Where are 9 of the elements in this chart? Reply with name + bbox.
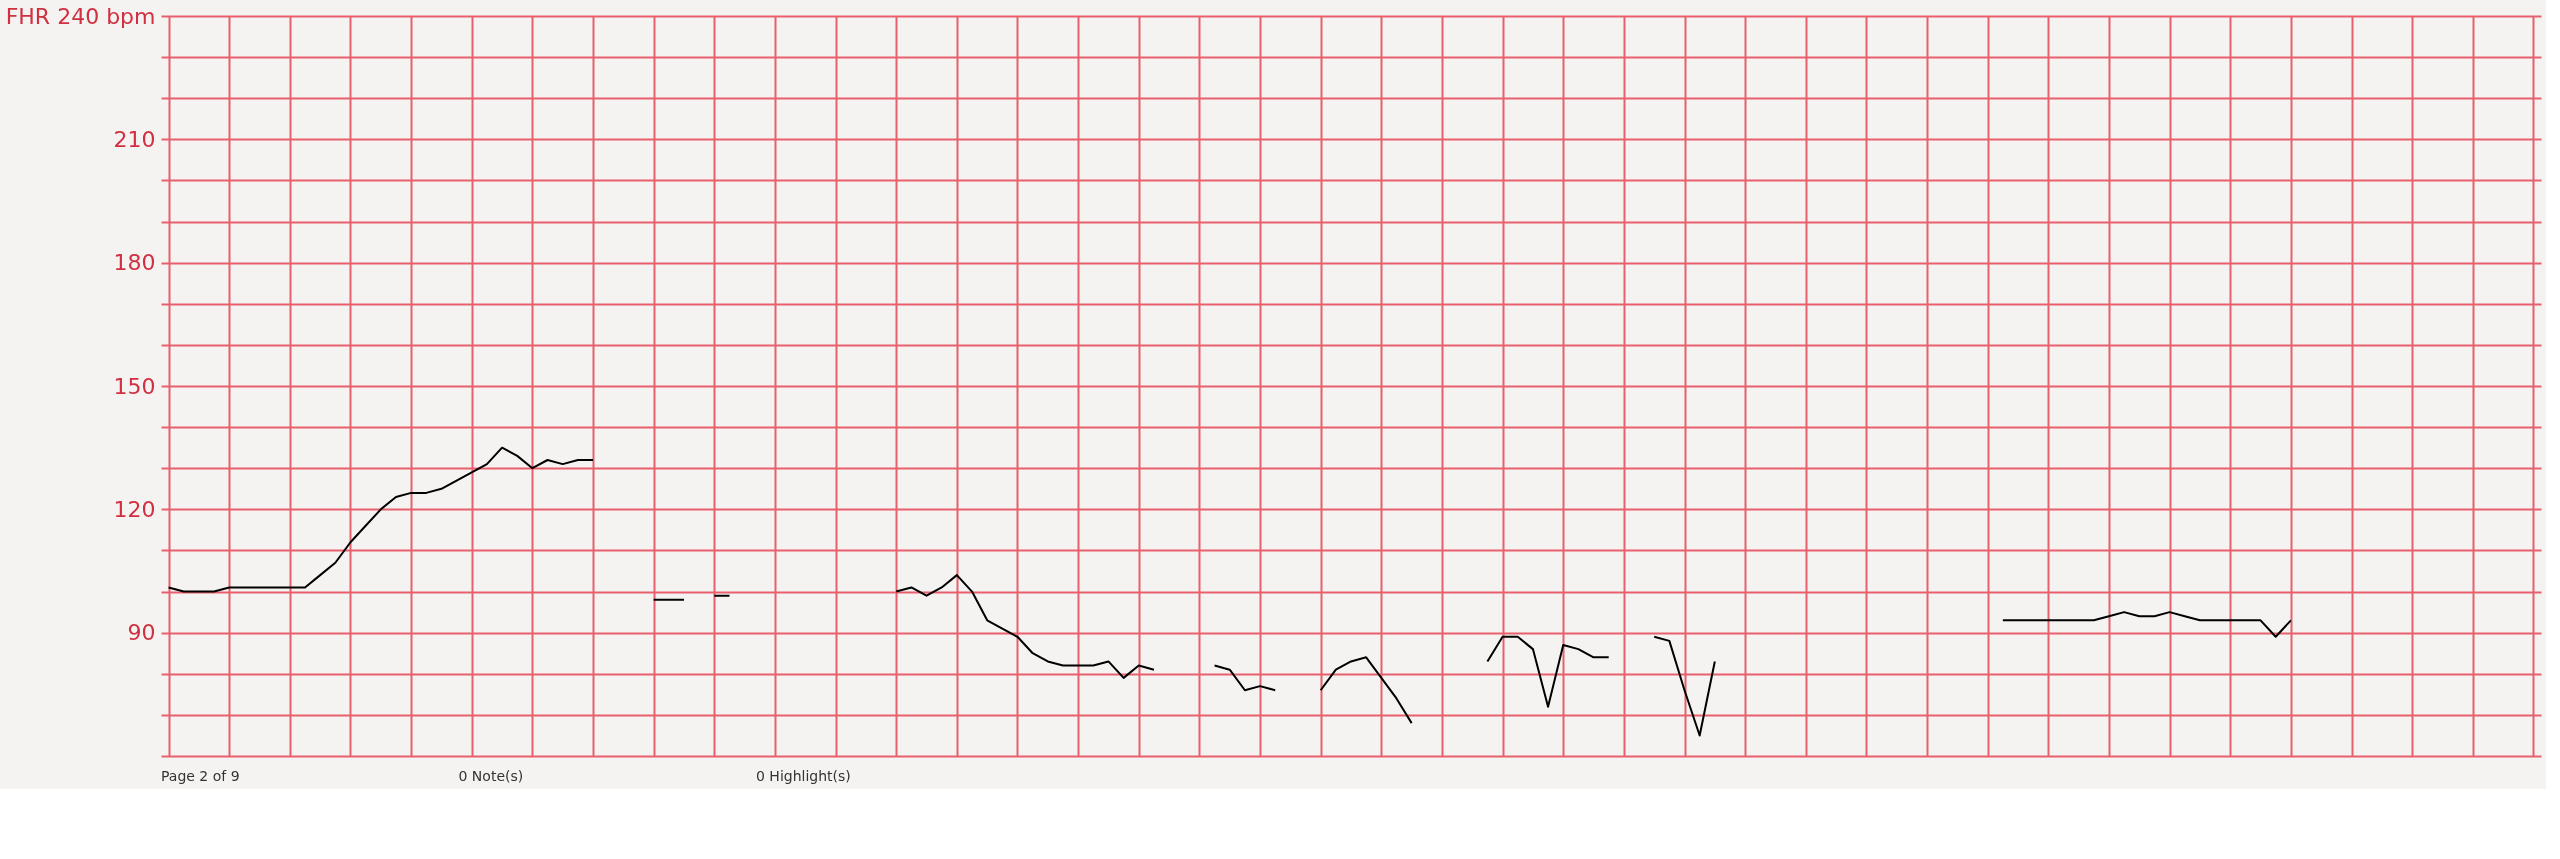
y-tick-label: FHR 240 bpm (5, 3, 156, 29)
y-tick-label: 180 (113, 250, 156, 276)
y-tick-label: 150 (113, 373, 156, 399)
text: Page 2 of 9 (161, 768, 240, 784)
y-tick-label: 120 (113, 496, 156, 522)
y-tick-label: 90 (127, 620, 156, 646)
y-tick-label: 210 (113, 126, 156, 152)
text: 0 Highlight(s) (756, 768, 851, 784)
text: 0 Note(s) (458, 768, 524, 784)
